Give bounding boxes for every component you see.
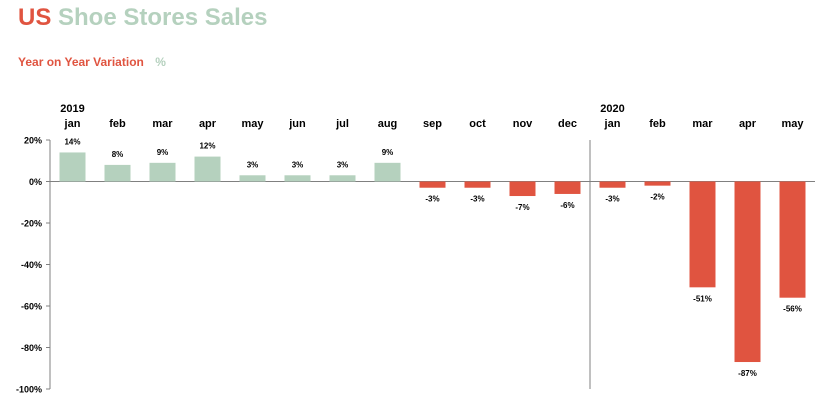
value-label: -3% [425, 195, 439, 204]
y-tick-label: -100% [16, 385, 42, 395]
title-main: Shoe Stores Sales [58, 4, 268, 31]
month-label: nov [513, 118, 533, 130]
year-label: 2019 [60, 103, 84, 115]
bar [779, 181, 806, 298]
value-label: 9% [382, 148, 394, 157]
unit-label: % [155, 55, 166, 69]
bar [509, 181, 536, 197]
bar [644, 181, 671, 186]
bar [734, 181, 761, 363]
month-label: jul [335, 118, 349, 130]
value-label: 3% [337, 160, 349, 169]
y-tick-label: -20% [21, 219, 42, 229]
bar [374, 162, 401, 182]
value-label: 3% [292, 160, 304, 169]
month-label: jun [288, 118, 306, 130]
chart-title: US Shoe Stores Sales [18, 4, 267, 32]
bar [329, 175, 356, 182]
bar [59, 152, 86, 182]
value-label: -3% [605, 195, 619, 204]
month-label: apr [739, 118, 757, 130]
month-label: jan [64, 118, 81, 130]
bar [284, 175, 311, 182]
month-label: may [241, 118, 264, 130]
bar [554, 181, 581, 194]
title-us: US [18, 4, 52, 31]
bar [599, 181, 626, 188]
y-tick-label: 20% [24, 136, 42, 146]
bar [104, 164, 131, 182]
bar [689, 181, 716, 288]
bar [239, 175, 266, 182]
month-label: feb [649, 118, 666, 130]
value-label: 12% [199, 142, 215, 151]
value-label: -2% [650, 193, 664, 202]
y-tick-label: -40% [21, 260, 42, 270]
month-label: mar [692, 118, 713, 130]
month-label: may [781, 118, 804, 130]
month-label: apr [199, 118, 217, 130]
value-label: -56% [783, 305, 802, 314]
value-label: -87% [738, 369, 757, 378]
month-label: sep [423, 118, 442, 130]
bar [194, 156, 221, 182]
year-label: 2020 [600, 103, 624, 115]
value-label: -51% [693, 294, 712, 303]
month-label: jan [604, 118, 621, 130]
value-label: -6% [560, 201, 574, 210]
month-label: feb [109, 118, 126, 130]
subtitle-text: Year on Year Variation [18, 55, 144, 69]
month-label: oct [469, 118, 486, 130]
value-label: 9% [157, 148, 169, 157]
bar [464, 181, 491, 188]
value-label: -7% [515, 203, 529, 212]
y-tick-label: 0% [29, 177, 42, 187]
bar [419, 181, 446, 188]
bar [149, 162, 176, 182]
value-label: 3% [247, 160, 259, 169]
y-tick-label: -80% [21, 343, 42, 353]
y-tick-label: -60% [21, 302, 42, 312]
value-label: 14% [64, 137, 80, 146]
chart-subtitle: Year on Year Variation % [18, 55, 166, 69]
value-label: 8% [112, 150, 124, 159]
month-label: dec [558, 118, 577, 130]
month-label: aug [378, 118, 398, 130]
month-label: mar [152, 118, 173, 130]
value-label: -3% [470, 195, 484, 204]
